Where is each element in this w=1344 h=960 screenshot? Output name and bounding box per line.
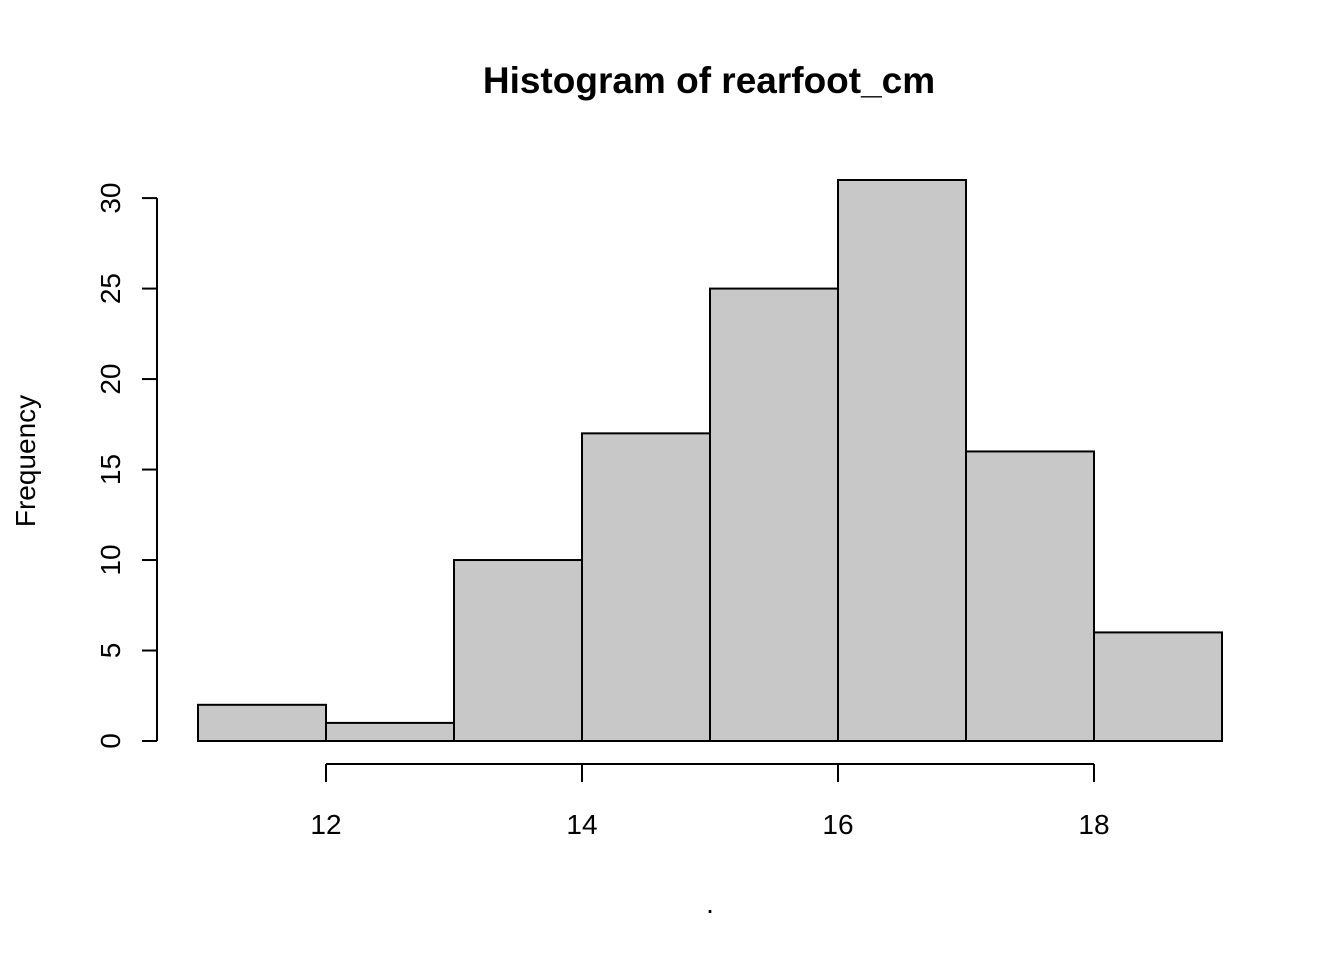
y-tick-label-0: 0: [95, 733, 126, 749]
y-tick-label-20: 20: [95, 363, 126, 394]
histogram-bar-1: [325, 721, 455, 742]
histogram-bar-0: [197, 703, 327, 743]
x-axis-label: .: [706, 888, 714, 919]
y-tick-label-15: 15: [95, 454, 126, 485]
y-axis-label: Frequency: [10, 395, 41, 527]
x-tick-label-12: 12: [310, 809, 341, 840]
bars-group: [197, 179, 1223, 743]
histogram-bar-5: [837, 179, 967, 742]
histogram-bar-4: [709, 287, 839, 742]
y-tick-label-30: 30: [95, 183, 126, 214]
y-tick-label-10: 10: [95, 544, 126, 575]
histogram-bar-6: [965, 450, 1095, 742]
y-axis: 0 5 10 15 20 25 30: [95, 183, 158, 749]
y-tick-label-25: 25: [95, 273, 126, 304]
y-tick-label-5: 5: [95, 643, 126, 659]
chart-title: Histogram of rearfoot_cm: [483, 60, 935, 101]
histogram-bar-2: [453, 559, 583, 743]
histogram-bar-3: [581, 432, 711, 742]
x-tick-label-18: 18: [1078, 809, 1109, 840]
x-tick-label-14: 14: [566, 809, 597, 840]
x-tick-label-16: 16: [822, 809, 853, 840]
x-axis: 12 14 16 18: [310, 763, 1110, 840]
histogram-bar-7: [1093, 631, 1223, 743]
